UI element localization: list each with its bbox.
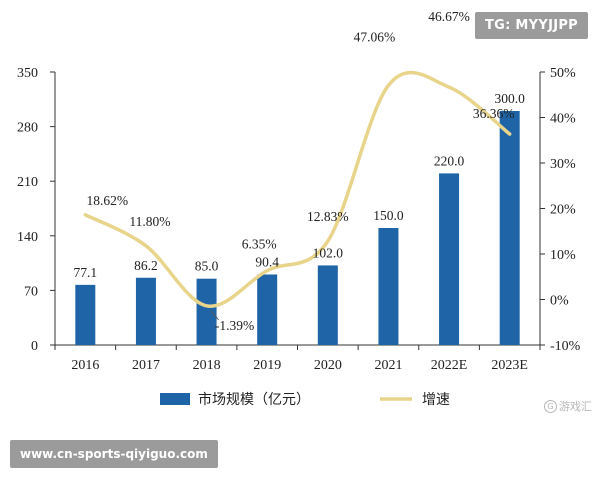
y-left-tick-label: 350 [17,66,38,81]
bar [317,265,338,345]
y-right-tick-label: 30% [550,157,576,172]
watermark-top: TG: MYYJJPP [474,12,588,39]
legend-label-bar: 市场规模（亿元） [198,391,310,408]
axes: 0 70 140 210 280 350 -10% 0% 10% 20% 30% 40% 50% 2016… [17,66,581,373]
label-leader-line [210,310,219,321]
growth-value-label: 6.35% [242,237,277,252]
growth-value-label: 11.80% [129,214,170,229]
y-left-tick-label: 210 [17,175,38,190]
data-labels: 77.1 86.2 85.0 90.4 102.0 150.0 220.0 300.0 18.6… [74,9,526,333]
y-left-tick-label: 280 [17,121,38,136]
x-tick-label: 2022E [431,358,468,373]
legend-label-line: 增速 [422,392,450,408]
growth-value-label: 36.36% [473,106,515,121]
bar-value-label: 77.1 [74,265,98,280]
bar-value-label: 150.0 [373,208,404,223]
x-tick-label: 2020 [314,358,342,373]
x-tick-label: 2019 [253,358,281,373]
x-tick-label: 2021 [374,358,402,373]
legend-swatch-bar [160,393,190,405]
growth-value-label: 12.83% [307,209,349,224]
watermark-bottom: www.cn-sports-qiyiguo.com [10,440,218,468]
bar-value-label: 90.4 [255,254,279,269]
bar [257,274,278,345]
y-left-tick-label: 140 [17,230,38,245]
legend: 市场规模（亿元） 增速 [160,391,450,408]
y-right-tick-label: 40% [550,112,576,127]
bar [75,284,96,345]
watermark-brand: G 游戏汇 [544,398,592,414]
x-tick-label: 2016 [71,358,99,373]
brand-logo-icon: G [544,399,557,413]
growth-value-label: 47.06% [354,29,396,44]
bar-value-label: 102.0 [313,245,344,260]
x-tick-label: 2017 [132,358,160,373]
growth-line [83,70,512,308]
bar [499,111,520,345]
growth-line-path [83,70,512,308]
bar [378,228,399,345]
x-tick-label: 2023E [491,358,528,373]
bar-value-label: 300.0 [495,91,526,106]
bar [135,277,156,345]
y-right-tick-label: 20% [550,203,576,218]
bar-value-label: 220.0 [434,153,465,168]
growth-value-label: 46.67% [428,9,470,24]
y-right-tick-label: 50% [550,66,576,81]
y-right-tick-label: 10% [550,248,576,263]
bars [75,111,520,345]
x-tick-label: 2018 [193,358,221,373]
bar [439,173,460,345]
growth-value-label: 18.62% [87,193,129,208]
growth-value-label: -1.39% [215,318,254,333]
bar-value-label: 85.0 [195,259,219,274]
bar-value-label: 86.2 [134,258,158,273]
brand-text: 游戏汇 [559,400,592,413]
y-left-tick-label: 70 [24,284,38,299]
y-right-tick-label: 0% [550,294,569,309]
bar [196,278,217,345]
y-left-tick-label: 0 [31,339,38,354]
y-right-tick-label: -10% [550,339,581,354]
